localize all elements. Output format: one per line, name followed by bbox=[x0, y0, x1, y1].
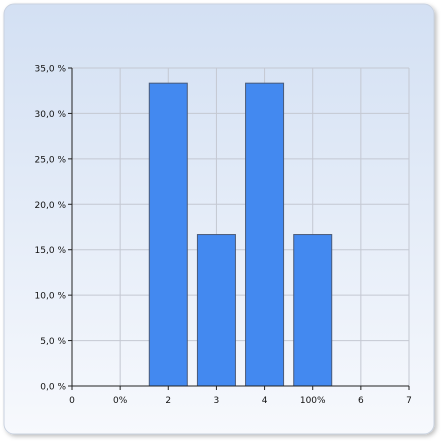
y-tick-label: 35,0 % bbox=[35, 65, 67, 75]
y-tick-labels: 0,0 % 5,0 % 10,0 % 15,0 % 20,0 % 25,0 % 30,0 %… bbox=[35, 65, 67, 393]
y-tick-label: 20,0 % bbox=[35, 201, 67, 211]
bar-series bbox=[148, 82, 333, 387]
x-tick-label: 7 bbox=[406, 396, 412, 406]
x-tick-label: 0% bbox=[113, 396, 128, 406]
x-tick-label: 0 bbox=[69, 396, 75, 406]
y-tick-label: 5,0 % bbox=[40, 337, 66, 347]
x-tick-label: 3 bbox=[214, 396, 220, 406]
bar bbox=[148, 82, 188, 387]
x-tick-label: 6 bbox=[358, 396, 364, 406]
y-tick-label: 0,0 % bbox=[40, 383, 66, 393]
bar bbox=[245, 82, 285, 387]
bar bbox=[293, 234, 333, 387]
y-tick-label: 10,0 % bbox=[35, 292, 67, 302]
x-tick-labels: 0 0% 2 3 4 100% 6 7 bbox=[69, 396, 412, 406]
axes bbox=[68, 67, 410, 390]
x-tick-label: 2 bbox=[165, 396, 171, 406]
x-tick-label: 100% bbox=[300, 396, 326, 406]
y-tick-label: 15,0 % bbox=[35, 246, 67, 256]
y-tick-label: 25,0 % bbox=[35, 155, 67, 165]
y-tick-label: 30,0 % bbox=[35, 110, 67, 120]
bar bbox=[196, 234, 236, 387]
x-tick-label: 4 bbox=[262, 396, 268, 406]
